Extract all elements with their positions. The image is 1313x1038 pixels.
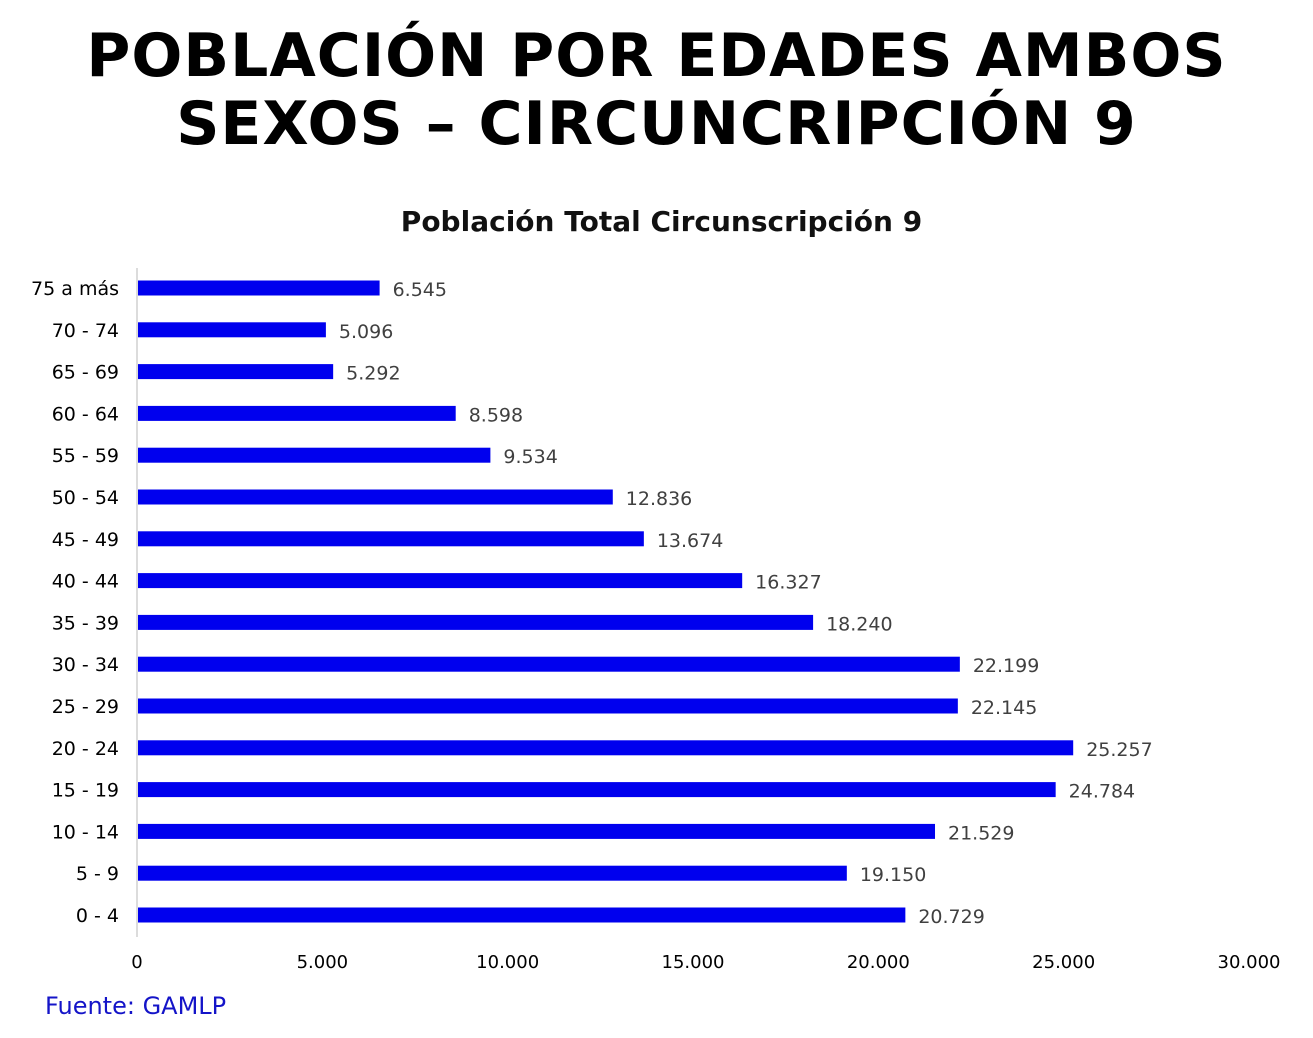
bar: [138, 865, 847, 881]
bar: [138, 907, 906, 923]
bar: [138, 280, 380, 296]
x-tick-label: 15.000: [662, 952, 725, 973]
category-label: 35 - 39: [52, 612, 119, 634]
category-label: 0 - 4: [76, 905, 119, 927]
bar: [138, 740, 1074, 756]
chart-title: Población Total Circunscripción 9: [400, 205, 923, 238]
data-label: 22.199: [973, 655, 1039, 677]
page-title-line-1: POBLACIÓN POR EDADES AMBOS: [86, 21, 1227, 91]
bar: [138, 782, 1056, 798]
category-label: 40 - 44: [52, 571, 119, 593]
category-label: 45 - 49: [52, 529, 119, 551]
bar: [138, 447, 491, 463]
data-label: 19.150: [860, 864, 926, 886]
page-title: POBLACIÓN POR EDADES AMBOS SEXOS – CIRCU…: [0, 22, 1313, 158]
category-label: 70 - 74: [52, 320, 119, 342]
x-tick-label: 20.000: [847, 952, 910, 973]
data-label: 9.534: [503, 446, 557, 468]
data-label: 12.836: [626, 488, 692, 510]
category-label: 55 - 59: [52, 445, 119, 467]
data-label: 5.096: [339, 321, 393, 343]
category-label: 60 - 64: [52, 403, 119, 425]
data-label: 21.529: [948, 822, 1014, 844]
data-label: 8.598: [469, 404, 523, 426]
x-tick-label: 0: [131, 952, 142, 973]
bar: [138, 489, 613, 505]
category-label: 10 - 14: [52, 821, 119, 843]
x-tick-label: 5.000: [297, 952, 349, 973]
bar: [138, 614, 814, 630]
data-label: 22.145: [971, 697, 1037, 719]
data-label: 25.257: [1086, 739, 1152, 761]
data-label: 16.327: [755, 572, 821, 594]
bar: [138, 823, 936, 839]
category-label: 75 a más: [31, 278, 119, 300]
bar: [138, 698, 958, 714]
page-title-line-2: SEXOS – CIRCUNCRIPCIÓN 9: [176, 89, 1137, 159]
category-label: 30 - 34: [52, 654, 119, 676]
category-label: 65 - 69: [52, 362, 119, 384]
x-tick-label: 10.000: [476, 952, 539, 973]
bar: [138, 573, 743, 589]
source-note: Fuente: GAMLP: [45, 992, 227, 1020]
category-label: 20 - 24: [52, 738, 119, 760]
data-label: 18.240: [826, 613, 892, 635]
bar: [138, 531, 644, 547]
x-tick-label: 30.000: [1218, 952, 1281, 973]
data-label: 5.292: [346, 363, 400, 385]
data-label: 13.674: [657, 530, 723, 552]
bar: [138, 322, 326, 338]
category-label: 5 - 9: [76, 863, 119, 885]
x-tick-label: 25.000: [1032, 952, 1095, 973]
data-label: 6.545: [393, 279, 447, 301]
bar: [138, 405, 456, 421]
data-label: 24.784: [1069, 781, 1135, 803]
bar: [138, 656, 960, 672]
bar: [138, 364, 334, 380]
category-label: 25 - 29: [52, 696, 119, 718]
category-label: 50 - 54: [52, 487, 119, 509]
data-label: 20.729: [918, 906, 984, 928]
category-label: 15 - 19: [52, 780, 119, 802]
